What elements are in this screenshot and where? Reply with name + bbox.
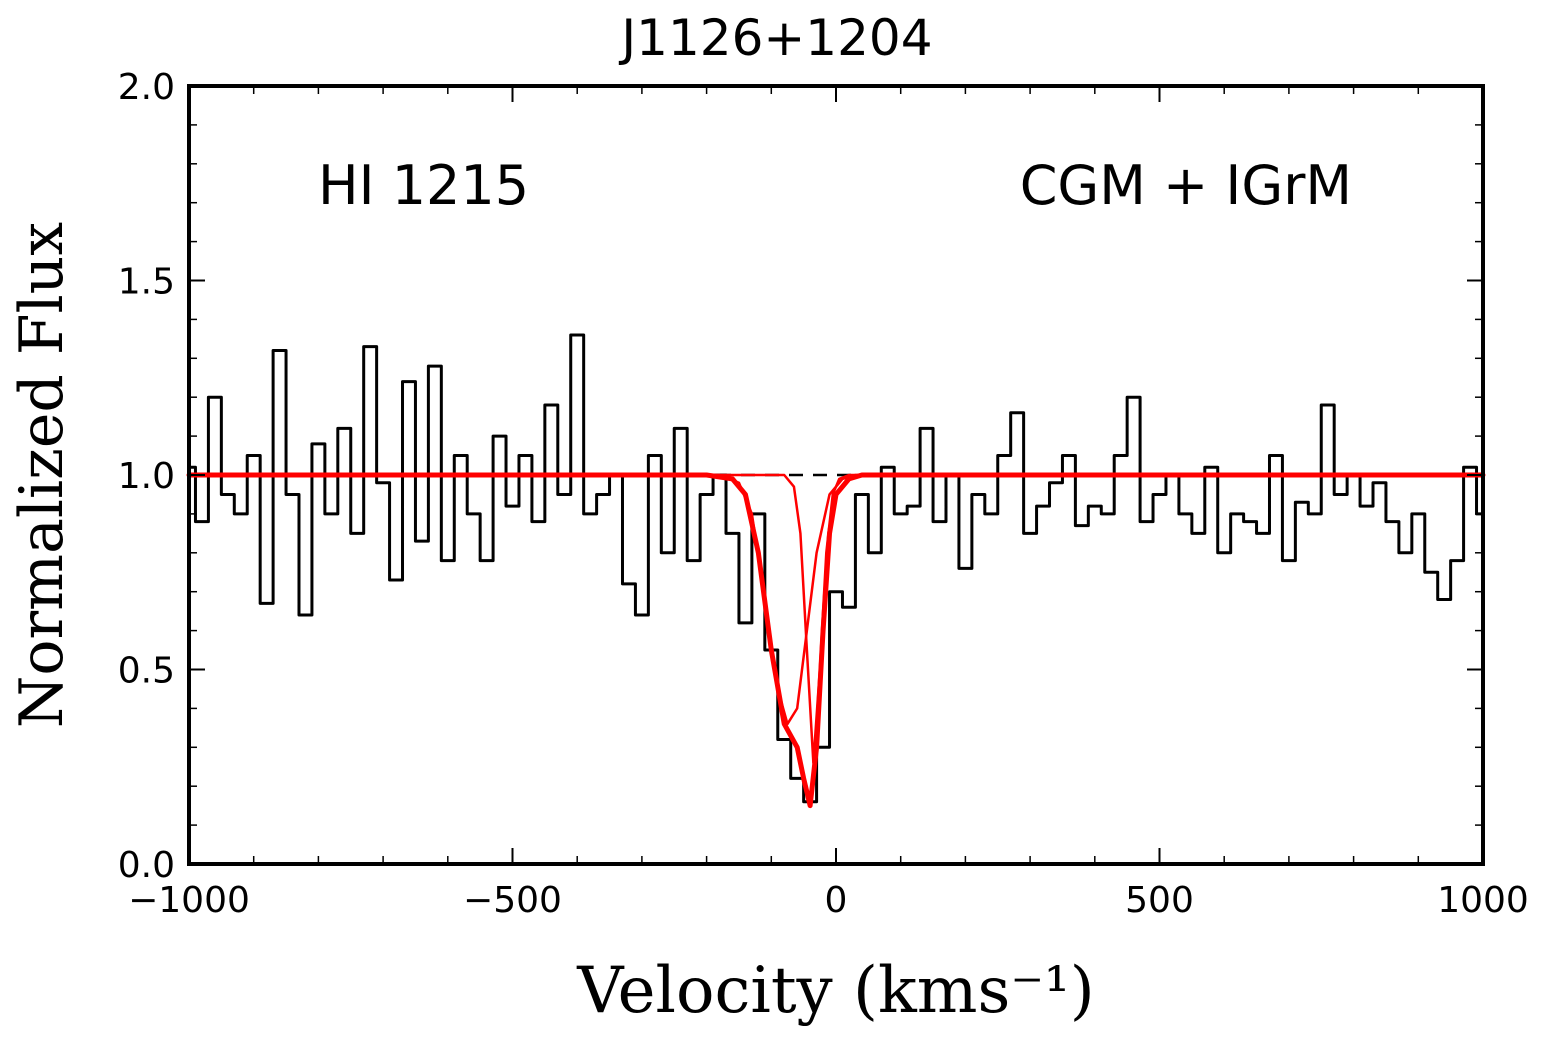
annotation: HI 1215: [318, 154, 529, 217]
y-tick-label: 0.5: [118, 651, 175, 692]
y-tick-label: 2.0: [118, 67, 175, 108]
x-tick-label: 0: [825, 880, 848, 921]
y-tick-label: 0.0: [118, 845, 175, 886]
x-tick-label: −500: [463, 880, 562, 921]
fit-line: [186, 472, 1486, 809]
chart-title: J1126+1204: [618, 9, 932, 67]
spectrum: [187, 333, 1485, 804]
x-tick-label: 1000: [1437, 880, 1529, 921]
x-axis-label: Velocity (kms⁻¹): [576, 954, 1094, 1028]
x-tick-label: −1000: [128, 880, 250, 921]
y-axis-label: Normalized Flux: [7, 222, 77, 728]
fit-line: [187, 473, 1485, 726]
y-tick-label: 1.0: [118, 456, 175, 497]
x-tick-label: 500: [1125, 880, 1194, 921]
fit-line: [187, 473, 1485, 765]
annotation: CGM + IGrM: [1020, 154, 1352, 217]
y-tick-label: 1.5: [118, 262, 175, 303]
